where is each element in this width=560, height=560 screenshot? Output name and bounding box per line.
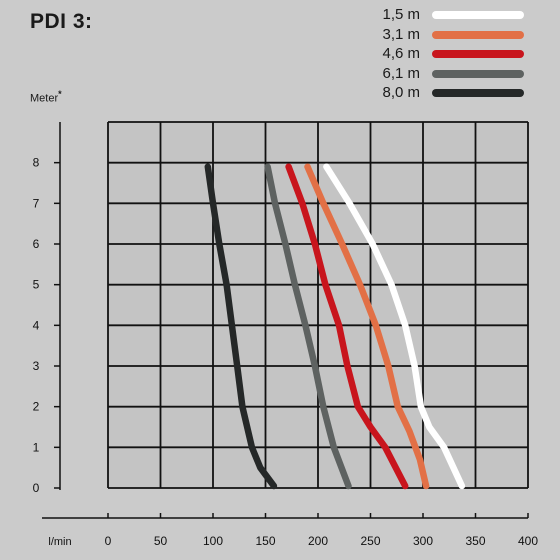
- series-line: [304, 163, 430, 490]
- legend-item: 1,5 m: [330, 6, 530, 26]
- x-tick-label: 350: [465, 534, 485, 548]
- series-line: [323, 163, 466, 490]
- y-tick-label: 1: [33, 440, 40, 454]
- x-tick-label: 200: [308, 534, 328, 548]
- legend-swatch: [432, 89, 524, 97]
- y-tick-label: 4: [33, 318, 40, 332]
- legend-label: 3,1 m: [382, 25, 420, 43]
- x-tick-label: 100: [203, 534, 223, 548]
- y-tick-label: 5: [33, 278, 40, 292]
- y-axis-unit: Meter*: [30, 89, 62, 105]
- legend-item: 8,0 m: [330, 84, 530, 104]
- y-tick-label: 7: [33, 196, 40, 210]
- y-axis-unit-mark: *: [58, 89, 62, 99]
- legend-label: 6,1 m: [382, 64, 420, 82]
- legend-item: 3,1 m: [330, 26, 530, 46]
- x-tick-label: 50: [154, 534, 168, 548]
- series-line: [264, 163, 352, 490]
- y-tick-label: 2: [33, 400, 40, 414]
- legend-label: 4,6 m: [382, 45, 420, 62]
- y-tick-label: 3: [33, 359, 40, 373]
- legend-swatch: [432, 11, 524, 19]
- x-axis-unit: l/min: [48, 536, 71, 548]
- y-tick-label: 8: [33, 156, 40, 170]
- legend-label: 1,5 m: [382, 6, 420, 23]
- x-tick-label: 300: [413, 534, 433, 548]
- legend-swatch: [432, 69, 524, 78]
- legend-item: 4,6 m: [330, 45, 530, 65]
- x-tick-label: 250: [360, 534, 380, 548]
- legend: 1,5 m 3,1 m 4,6 m 6,1 m 8,0 m: [330, 6, 530, 104]
- x-tick-label: 0: [105, 534, 112, 548]
- series-line: [285, 163, 409, 490]
- chart-title: PDI 3:: [30, 10, 93, 33]
- x-tick-label: 150: [255, 534, 275, 548]
- legend-label: 8,0 m: [382, 84, 420, 101]
- series-line: [204, 163, 278, 490]
- y-axis-unit-text: Meter: [30, 92, 59, 105]
- y-tick-label: 0: [33, 481, 40, 495]
- legend-swatch: [432, 30, 524, 39]
- legend-swatch: [432, 50, 524, 58]
- y-tick-label: 6: [33, 237, 40, 251]
- x-tick-label: 400: [518, 534, 538, 548]
- legend-item: 6,1 m: [330, 65, 530, 85]
